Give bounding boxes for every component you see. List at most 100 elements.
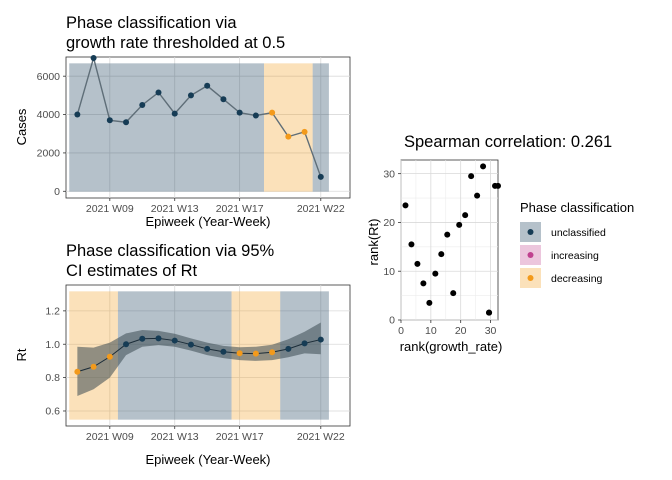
p1-data-point — [236, 109, 243, 116]
p1-data-point — [220, 96, 227, 103]
p1-data-point — [252, 112, 259, 119]
p2-data-point — [301, 340, 308, 347]
p2-data-point — [285, 345, 292, 352]
chart1-panel — [65, 56, 351, 199]
p2-x-tick-label: 2021 W17 — [216, 431, 264, 443]
legend-key-point-decreasing — [527, 275, 534, 281]
p3-y-tick-label: 20 — [383, 217, 395, 229]
p2-x-tick-label: 2021 W13 — [151, 431, 199, 443]
p2-data-point — [123, 341, 130, 348]
chart1-title-line1: Phase classification via — [66, 14, 237, 32]
p3-scatter-point — [480, 163, 487, 170]
p1-x-tick-label: 2021 W22 — [297, 203, 345, 215]
chart2-title-line2: CI estimates of Rt — [66, 262, 198, 280]
p1-data-point — [139, 101, 146, 108]
p1-data-point — [204, 82, 211, 89]
p1-band-unclassified — [69, 63, 264, 192]
p1-data-point — [285, 133, 292, 140]
p1-data-point — [301, 128, 308, 135]
p3-scatter-point — [432, 270, 439, 277]
spearman-scatter-chart: Spearman correlation: 0.261 0 10 20 30 0 10 20… — [366, 133, 612, 354]
p3-scatter-point — [474, 192, 481, 199]
p1-x-tick-label: 2021 W13 — [151, 203, 199, 215]
p2-y-tick-label: 0.6 — [45, 406, 60, 418]
legend-label-decreasing: decreasing — [551, 273, 603, 285]
p3-scatter-point — [450, 290, 457, 297]
p2-data-point — [155, 335, 162, 342]
p3-x-tick-label: 10 — [425, 325, 437, 337]
legend-title: Phase classification — [520, 200, 634, 215]
chart3-panel — [400, 159, 499, 321]
p2-data-point — [220, 348, 227, 355]
rt-ci-chart: Phase classification via 95% CI estimate… — [14, 242, 351, 467]
p3-scatter-point — [438, 251, 445, 258]
p1-y-tick-label: 4000 — [37, 109, 61, 121]
p2-data-point — [90, 363, 97, 370]
p1-data-point — [317, 173, 324, 180]
p3-scatter-point — [456, 221, 463, 228]
p2-data-point — [252, 350, 259, 357]
p3-x-tick-label: 30 — [485, 325, 497, 337]
p3-scatter-point — [444, 231, 451, 238]
legend-label-increasing: increasing — [551, 250, 599, 262]
p3-scatter-point — [426, 299, 433, 306]
p3-y-tick-label: 30 — [383, 168, 395, 180]
p3-x-tick-label: 20 — [455, 325, 467, 337]
p1-series-line — [76, 55, 322, 178]
legend-key-point-increasing — [527, 252, 534, 258]
chart1-y-axis-title: Cases — [14, 108, 29, 145]
p3-scatter-point — [414, 260, 421, 267]
p3-scatter-point — [408, 241, 415, 248]
p2-data-point — [204, 345, 211, 352]
p1-data-point — [74, 111, 81, 118]
p3-scatter-point — [486, 309, 493, 316]
p1-x-tick-label: 2021 W17 — [216, 203, 264, 215]
p2-data-point — [236, 350, 243, 357]
legend: Phase classification unclassified increas… — [520, 200, 634, 288]
p3-scatter-point — [495, 182, 501, 189]
p3-scatter-point — [420, 280, 427, 287]
chart3-title: Spearman correlation: 0.261 — [404, 133, 612, 151]
p2-x-tick-label: 2021 W22 — [297, 431, 345, 443]
p3-y-tick-label: 10 — [383, 266, 395, 278]
p1-y-tick-label: 2000 — [37, 148, 61, 160]
p3-scatter-point — [468, 173, 475, 180]
p1-data-point — [269, 109, 276, 116]
p2-data-point — [269, 349, 276, 356]
p1-data-point — [171, 110, 178, 117]
p1-y-tick-label: 0 — [54, 186, 60, 198]
p1-x-tick-label: 2021 W09 — [86, 203, 134, 215]
p2-data-point — [139, 335, 146, 342]
p2-data-point — [317, 336, 324, 343]
p2-data-point — [74, 368, 81, 375]
p1-data-point — [123, 119, 130, 126]
chart1-x-axis-title: Epiweek (Year-Week) — [146, 214, 271, 229]
chart2-y-axis-title: Rt — [14, 348, 29, 361]
p3-scatter-point — [402, 202, 409, 209]
legend-label-unclassified: unclassified — [551, 227, 606, 239]
growth-rate-chart: Phase classification via growth rate thr… — [14, 14, 351, 229]
p2-y-tick-label: 1.2 — [45, 305, 60, 317]
chart1-title-line2: growth rate thresholded at 0.5 — [66, 34, 285, 52]
p1-band-unclassified — [312, 63, 329, 192]
chart3-y-axis-title: rank(Rt) — [366, 219, 381, 266]
p3-scatter-point — [462, 212, 469, 219]
p1-band-decreasing — [263, 63, 313, 192]
p2-data-point — [106, 353, 113, 360]
legend-key-point-unclassified — [527, 229, 534, 235]
p3-y-tick-label: 0 — [389, 315, 395, 327]
p2-y-tick-label: 0.8 — [45, 372, 60, 384]
chart2-title-line1: Phase classification via 95% — [66, 242, 275, 260]
p1-data-point — [187, 92, 194, 99]
p1-data-point — [106, 117, 113, 124]
p2-y-tick-label: 1.0 — [45, 339, 60, 351]
p2-x-tick-label: 2021 W09 — [86, 431, 134, 443]
p2-ci-ribbon — [77, 322, 321, 396]
p2-data-point — [187, 341, 194, 348]
chart2-x-axis-title: Epiweek (Year-Week) — [146, 452, 271, 467]
p1-y-tick-label: 6000 — [37, 71, 61, 83]
p3-x-tick-label: 0 — [398, 325, 404, 337]
p1-data-point — [90, 54, 97, 61]
chart3-x-axis-title: rank(growth_rate) — [400, 339, 503, 354]
